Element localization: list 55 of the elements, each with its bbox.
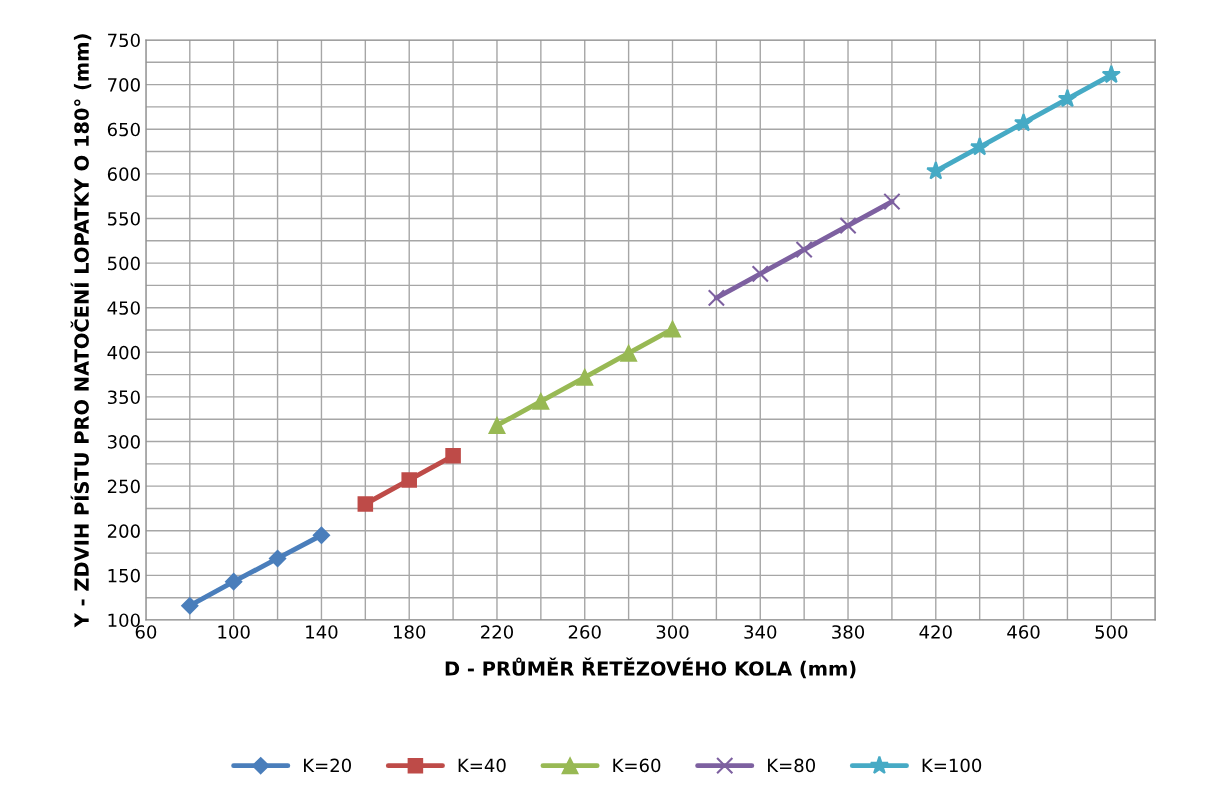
y-tick-label: 100: [108, 613, 140, 628]
point: [445, 448, 461, 464]
x-tick-label: 500: [1095, 625, 1128, 639]
legend-label: K=40: [458, 758, 506, 773]
y-tick-label: 550: [107, 211, 140, 226]
point: [576, 368, 594, 386]
y-tick-label: 300: [107, 435, 140, 449]
legend-label: K=80: [768, 758, 815, 773]
point: [620, 344, 638, 362]
point: [357, 496, 374, 512]
point: [488, 417, 506, 434]
point: [751, 265, 769, 283]
y-tick-label: 700: [108, 78, 140, 92]
point: [839, 216, 857, 235]
y-tick-label: 500: [107, 256, 140, 271]
y-tick-label: 650: [107, 122, 140, 137]
x-tick-label: 260: [568, 625, 601, 639]
y-tick-label: 750: [108, 33, 140, 48]
point: [224, 572, 243, 591]
point: [795, 241, 813, 259]
y-tick-label: 350: [107, 390, 140, 405]
x-tick-label: 380: [832, 625, 865, 639]
x-tick-label: 60: [135, 625, 157, 639]
point: [401, 472, 417, 488]
point: [268, 549, 287, 568]
point: [664, 320, 681, 338]
x-tick-label: 220: [481, 625, 514, 639]
y-tick-label: 150: [108, 568, 140, 583]
point: [1057, 88, 1078, 108]
y-tick-label: 250: [107, 479, 140, 494]
x-tick-label: 300: [656, 625, 689, 639]
x-tick-label: 460: [1007, 625, 1040, 639]
x-axis-title: D - PRŮMĚR ŘETĚZOVÉHO KOLA (mm): [445, 657, 856, 679]
legend-label: K=20: [304, 758, 351, 773]
x-tick-label: 180: [393, 625, 426, 639]
point: [1013, 112, 1034, 132]
x-tick-label: 340: [744, 625, 777, 639]
legend-label: K=100: [922, 758, 982, 773]
point: [970, 137, 990, 156]
y-tick-label: 450: [107, 301, 140, 315]
point: [883, 192, 901, 211]
point: [312, 526, 331, 544]
legend-label: K=60: [613, 758, 661, 773]
point: [532, 392, 550, 410]
y-tick-label: 400: [107, 345, 140, 360]
point: [1101, 64, 1121, 84]
point: [181, 597, 199, 615]
point: [926, 161, 946, 180]
y-tick-label: 600: [107, 167, 140, 181]
x-tick-label: 100: [218, 625, 250, 639]
point: [707, 289, 726, 307]
y-axis-title: Y - ZDVIH PÍSTU PRO NATOČENÍ LOPATKY O 180° (mm): [70, 34, 92, 628]
y-tick-label: 200: [107, 524, 140, 538]
x-tick-label: 420: [919, 625, 952, 639]
x-tick-label: 140: [306, 625, 338, 639]
